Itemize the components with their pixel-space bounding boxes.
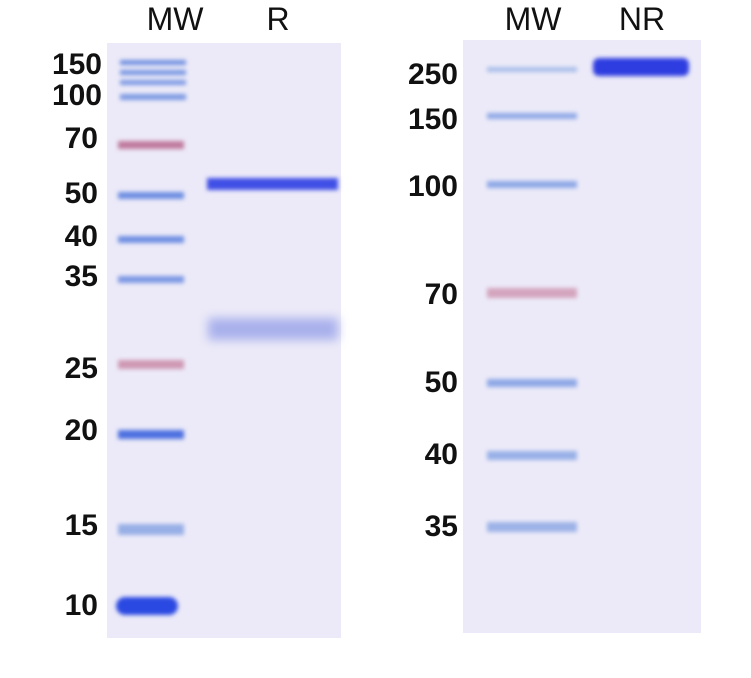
marker-label: 70	[425, 278, 458, 311]
marker-label: 15	[65, 509, 98, 542]
lane-label: R	[266, 1, 289, 37]
lane-label: MW	[147, 1, 205, 37]
lane-nr-band	[593, 58, 689, 76]
marker-label: 25	[65, 352, 98, 385]
marker-label: 150	[408, 103, 458, 136]
marker-label: 50	[65, 177, 98, 210]
ladder-right	[487, 67, 577, 532]
marker-label: 150	[52, 48, 102, 81]
lane-label: NR	[619, 1, 665, 37]
lane-label: MW	[505, 1, 563, 37]
marker-label: 35	[65, 260, 98, 293]
gel-left	[107, 43, 341, 638]
marker-label: 20	[65, 414, 98, 447]
marker-label: 250	[408, 58, 458, 91]
marker-label: 40	[65, 220, 98, 253]
gel-right	[463, 40, 701, 633]
marker-label: 100	[408, 170, 458, 203]
marker-label: 70	[65, 122, 98, 155]
marker-label: 35	[425, 510, 458, 543]
marker-label: 50	[425, 366, 458, 399]
marker-label: 10	[65, 589, 98, 622]
lane-r-bands	[207, 178, 338, 340]
marker-label: 40	[425, 438, 458, 471]
marker-label: 100	[52, 79, 102, 112]
ladder-left	[116, 60, 186, 615]
